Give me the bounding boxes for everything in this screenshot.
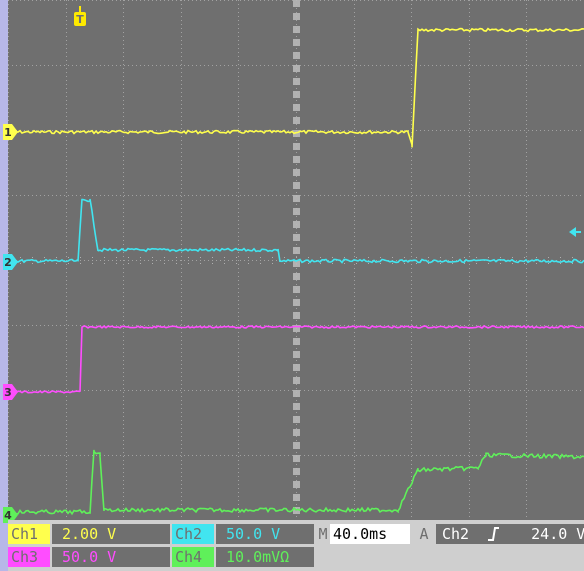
waveform-display: T — [8, 0, 584, 520]
svg-text:3: 3 — [4, 386, 12, 399]
ch3-trace — [8, 324, 584, 394]
trigger-level: 24.0 V — [531, 525, 584, 543]
ch2-scale: 50.0 V — [216, 524, 314, 544]
status-bar: Ch1 2.00 V Ch2 50.0 V M 40.0ms A Ch2 24.… — [8, 520, 584, 571]
trigger-level-arrow-icon — [568, 224, 582, 238]
svg-text:4: 4 — [4, 509, 12, 522]
rising-edge-icon — [488, 527, 500, 541]
ch4-trace — [8, 449, 584, 516]
svg-text:2: 2 — [4, 256, 12, 269]
timebase-label: M — [318, 525, 328, 543]
trigger-readout: Ch2 24.0 V — [436, 524, 584, 544]
left-bezel — [0, 0, 8, 571]
trigger-marker-label: T — [76, 13, 84, 26]
trigger-position-icon: T — [73, 6, 87, 28]
ch3-label: Ch3 — [8, 547, 50, 567]
ch1-ground-marker: 1 — [3, 124, 19, 140]
ch2-ground-marker: 2 — [3, 254, 19, 270]
traces — [8, 27, 584, 516]
trigger-mode-label: A — [419, 525, 429, 543]
ch3-ground-marker: 3 — [3, 384, 19, 400]
ch1-scale: 2.00 V — [52, 524, 170, 544]
svg-text:1: 1 — [4, 126, 12, 139]
ch3-scale: 50.0 V — [52, 547, 170, 567]
timebase-value: 40.0ms — [330, 524, 410, 544]
ch1-label: Ch1 — [8, 524, 50, 544]
trigger-source: Ch2 — [442, 525, 470, 543]
ch4-label: Ch4 — [172, 547, 214, 567]
graticule — [8, 0, 581, 517]
ch2-label: Ch2 — [172, 524, 214, 544]
ch4-scale: 10.0mVΩ — [216, 547, 314, 567]
ch4-ground-marker: 4 — [3, 507, 19, 523]
ch1-trace — [8, 27, 584, 148]
ch2-trace — [8, 198, 584, 264]
